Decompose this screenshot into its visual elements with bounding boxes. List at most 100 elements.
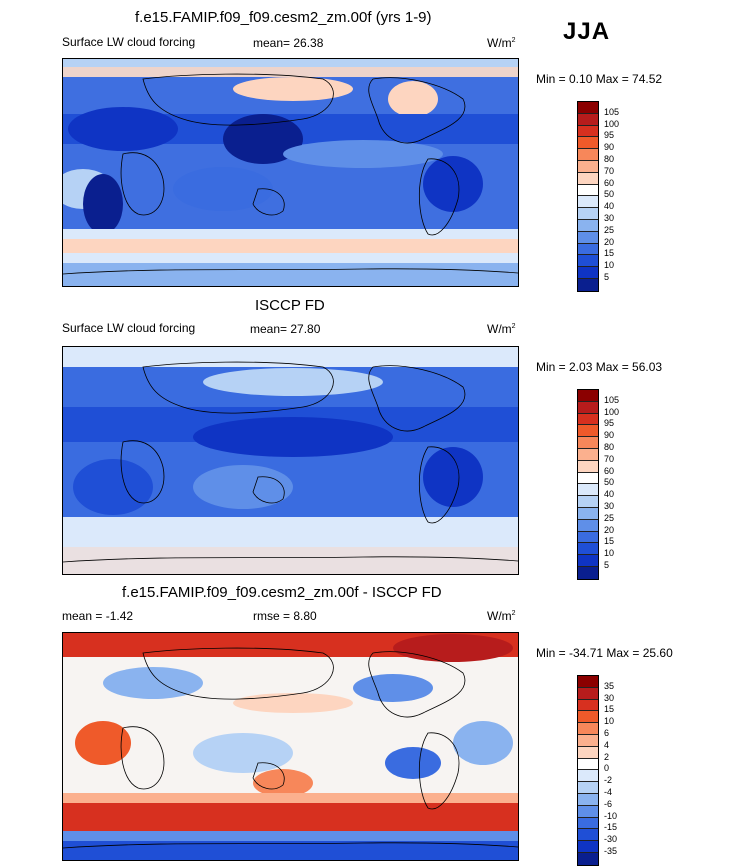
panel-3-map — [62, 632, 519, 861]
colorbar-tick-label: 30 — [604, 692, 615, 703]
colorbar-swatch — [578, 401, 598, 414]
colorbar-swatch — [578, 782, 598, 794]
colorbar-tick-label: 50 — [604, 189, 615, 200]
colorbar-swatch — [578, 125, 598, 138]
colorbar-swatch — [578, 172, 598, 185]
colorbar-swatch — [578, 267, 598, 279]
panel-3-minmax: Min = -34.71 Max = 25.60 — [536, 646, 673, 660]
colorbar-tick-label: 90 — [604, 430, 615, 441]
colorbar-swatch — [578, 196, 598, 209]
colorbar-tick-label: 10 — [604, 548, 615, 559]
panel-2-colorbar — [577, 389, 599, 580]
colorbar-tick-label: 80 — [604, 442, 615, 452]
colorbar-swatch — [578, 519, 598, 532]
colorbar-swatch — [578, 829, 598, 842]
colorbar-swatch — [578, 208, 598, 220]
colorbar-tick-label: -35 — [604, 846, 618, 856]
colorbar-tick-label: 35 — [604, 680, 615, 691]
colorbar-swatch — [578, 734, 598, 747]
colorbar-tick-label: 6 — [604, 728, 610, 738]
colorbar-swatch — [578, 472, 598, 485]
colorbar-swatch — [578, 699, 598, 712]
colorbar-swatch — [578, 413, 598, 426]
panel-2-mean: mean= 27.80 — [250, 322, 321, 336]
colorbar-swatch — [578, 817, 598, 830]
colorbar-tick-label: -6 — [604, 798, 613, 809]
colorbar-tick-label: 100 — [604, 406, 620, 417]
colorbar-swatch — [578, 243, 598, 256]
colorbar-swatch — [578, 425, 598, 438]
panel-2-subtitle: Surface LW cloud forcing — [62, 321, 196, 335]
colorbar-swatch — [578, 676, 598, 688]
season-label: JJA — [563, 18, 611, 45]
colorbar-tick-label: 25 — [604, 224, 615, 235]
panel-3-colorbar — [577, 675, 599, 866]
colorbar-tick-label: 105 — [604, 394, 620, 405]
colorbar-tick-label: -2 — [604, 775, 613, 786]
colorbar-tick-label: 5 — [604, 272, 610, 282]
panel-3-title: f.e15.FAMIP.f09_f09.cesm2_zm.00f - ISCCP… — [122, 584, 442, 601]
colorbar-tick-label: -4 — [604, 787, 613, 797]
colorbar-swatch — [578, 566, 598, 579]
colorbar-tick-label: 20 — [604, 236, 615, 247]
colorbar-swatch — [578, 496, 598, 508]
panel-2-minmax: Min = 2.03 Max = 56.03 — [536, 360, 663, 374]
colorbar-swatch — [578, 484, 598, 497]
panel-1-minmax: Min = 0.10 Max = 74.52 — [536, 72, 663, 86]
panel-1-map — [62, 58, 519, 287]
colorbar-swatch — [578, 278, 598, 291]
colorbar-tick-label: 25 — [604, 512, 615, 523]
panel-2-map-field — [63, 347, 518, 574]
colorbar-tick-label: 4 — [604, 739, 610, 750]
colorbar-tick-label: 10 — [604, 716, 615, 727]
colorbar-tick-label: -15 — [604, 822, 618, 833]
colorbar-swatch — [578, 852, 598, 865]
colorbar-swatch — [578, 137, 598, 150]
colorbar-swatch — [578, 113, 598, 126]
panel-3-rmse: rmse = 8.80 — [253, 609, 317, 623]
colorbar-swatch — [578, 531, 598, 544]
colorbar-tick-label: 100 — [604, 118, 620, 129]
panel-1-colorbar — [577, 101, 599, 292]
colorbar-swatch — [578, 255, 598, 268]
colorbar-tick-label: 95 — [604, 130, 615, 141]
colorbar-swatch — [578, 437, 598, 449]
colorbar-swatch — [578, 723, 598, 735]
panel-3-map-field — [63, 633, 518, 860]
panel-1-mean: mean= 26.38 — [253, 36, 324, 50]
colorbar-tick-label: -30 — [604, 834, 618, 845]
colorbar-tick-label: 0 — [604, 763, 610, 774]
panel-2-units: W/m2 — [487, 322, 516, 336]
colorbar-tick-label: 40 — [604, 201, 615, 212]
colorbar-swatch — [578, 448, 598, 461]
panel-1-subtitle: Surface LW cloud forcing — [62, 35, 196, 49]
colorbar-swatch — [578, 102, 598, 114]
colorbar-tick-label: 10 — [604, 260, 615, 271]
colorbar-swatch — [578, 758, 598, 771]
panel-3-units: W/m2 — [487, 609, 516, 623]
colorbar-swatch — [578, 149, 598, 161]
colorbar-swatch — [578, 507, 598, 520]
colorbar-tick-label: 60 — [604, 465, 615, 476]
colorbar-swatch — [578, 219, 598, 232]
colorbar-tick-label: 2 — [604, 751, 610, 762]
panel-1-map-field — [63, 59, 518, 286]
colorbar-tick-label: 15 — [604, 704, 615, 715]
colorbar-swatch — [578, 841, 598, 853]
colorbar-tick-label: 80 — [604, 154, 615, 164]
colorbar-swatch — [578, 746, 598, 759]
colorbar-swatch — [578, 793, 598, 806]
colorbar-tick-label: 70 — [604, 165, 615, 176]
colorbar-tick-label: 60 — [604, 177, 615, 188]
colorbar-swatch — [578, 687, 598, 700]
colorbar-swatch — [578, 555, 598, 567]
colorbar-swatch — [578, 390, 598, 402]
colorbar-tick-label: 105 — [604, 106, 620, 117]
colorbar-swatch — [578, 231, 598, 244]
colorbar-tick-label: 70 — [604, 453, 615, 464]
colorbar-swatch — [578, 805, 598, 818]
colorbar-tick-label: 30 — [604, 501, 615, 511]
panel-2-title: ISCCP FD — [255, 297, 325, 314]
colorbar-tick-label: 40 — [604, 489, 615, 500]
panel-1-title: f.e15.FAMIP.f09_f09.cesm2_zm.00f (yrs 1-… — [135, 9, 432, 26]
